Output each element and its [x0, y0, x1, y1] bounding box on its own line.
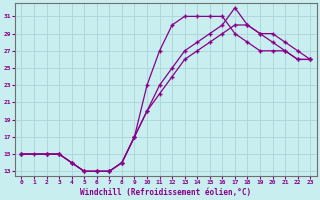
X-axis label: Windchill (Refroidissement éolien,°C): Windchill (Refroidissement éolien,°C) [80, 188, 252, 197]
